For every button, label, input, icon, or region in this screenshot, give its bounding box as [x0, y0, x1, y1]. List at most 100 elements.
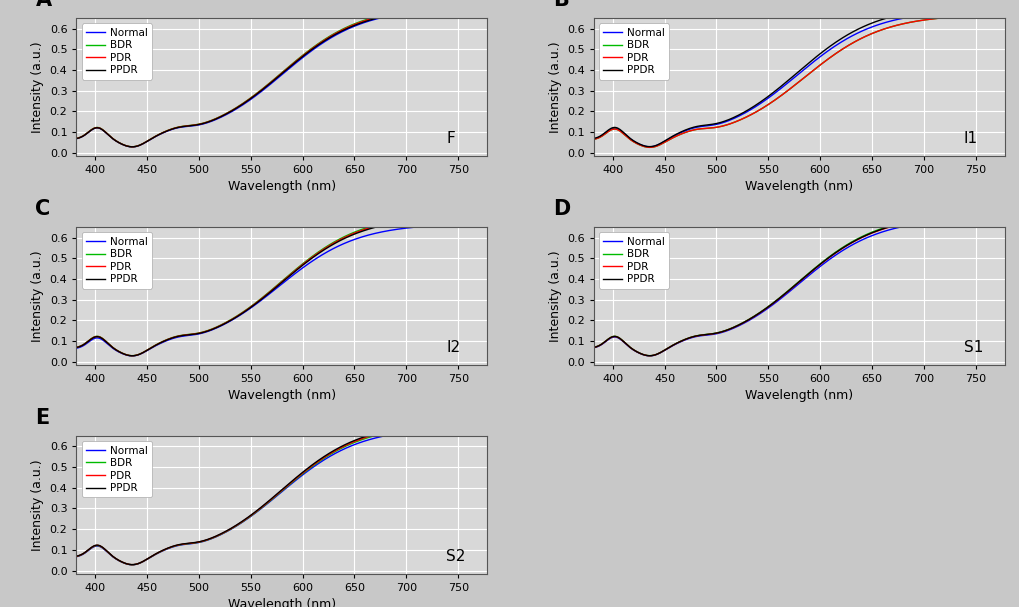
PPDR	[205, 118, 217, 125]
BDR	[635, 350, 647, 358]
PDR	[126, 561, 139, 568]
BDR	[888, 22, 900, 30]
Normal	[371, 15, 383, 22]
Normal	[369, 230, 381, 237]
PDR	[750, 107, 762, 115]
Normal	[68, 135, 81, 143]
PPDR	[585, 135, 597, 143]
BDR	[585, 136, 597, 143]
PPDR	[369, 15, 381, 22]
PPDR	[977, 210, 989, 217]
Normal	[750, 312, 762, 319]
Normal	[68, 345, 81, 352]
PDR	[847, 39, 859, 46]
BDR	[1000, 12, 1012, 19]
BDR	[585, 344, 597, 351]
Normal	[205, 327, 217, 334]
PDR	[371, 13, 383, 21]
PPDR	[68, 344, 81, 351]
PDR	[585, 136, 597, 143]
BDR	[977, 209, 989, 217]
PDR	[635, 142, 647, 149]
PDR	[886, 223, 898, 230]
PPDR	[886, 222, 898, 229]
Text: B: B	[552, 0, 569, 10]
BDR	[1000, 211, 1012, 218]
Normal	[126, 561, 139, 568]
PPDR	[369, 430, 381, 437]
PPDR	[847, 28, 859, 35]
PDR	[585, 344, 597, 351]
PPDR	[585, 344, 597, 351]
PDR	[460, 419, 472, 426]
BDR	[126, 143, 139, 151]
BDR	[330, 237, 342, 245]
BDR	[886, 23, 898, 30]
Normal	[460, 422, 472, 430]
PDR	[126, 352, 139, 359]
Line: PDR: PDR	[74, 5, 489, 147]
BDR	[888, 221, 900, 228]
PDR	[977, 210, 989, 217]
Text: S1: S1	[963, 340, 982, 355]
BDR	[205, 117, 217, 124]
PDR	[68, 553, 81, 560]
Text: I2: I2	[445, 340, 460, 355]
PDR	[750, 311, 762, 318]
BDR	[635, 142, 647, 149]
BDR	[68, 344, 81, 351]
PDR	[888, 222, 900, 229]
Line: Normal: Normal	[74, 426, 489, 565]
BDR	[750, 107, 762, 115]
BDR	[371, 432, 383, 439]
PPDR	[205, 327, 217, 334]
PDR	[330, 446, 342, 453]
Line: PPDR: PPDR	[74, 7, 489, 147]
Normal	[886, 225, 898, 232]
Line: BDR: BDR	[74, 213, 489, 356]
PDR	[126, 143, 139, 151]
BDR	[460, 209, 472, 217]
PPDR	[330, 239, 342, 246]
Normal	[977, 5, 989, 13]
Normal	[1000, 215, 1012, 222]
BDR	[118, 560, 130, 567]
Normal	[635, 351, 647, 358]
Y-axis label: Intensity (a.u.): Intensity (a.u.)	[548, 41, 561, 133]
BDR	[233, 311, 246, 318]
PPDR	[643, 352, 655, 359]
Line: BDR: BDR	[591, 213, 1006, 356]
Line: PPDR: PPDR	[591, 214, 1006, 356]
BDR	[205, 326, 217, 333]
BDR	[233, 102, 246, 109]
PPDR	[205, 535, 217, 542]
PPDR	[233, 311, 246, 319]
Normal	[233, 103, 246, 110]
PPDR	[886, 13, 898, 20]
PDR	[330, 238, 342, 245]
Text: D: D	[552, 199, 570, 219]
Line: PPDR: PPDR	[74, 421, 489, 565]
Normal	[847, 240, 859, 248]
Normal	[483, 424, 495, 432]
PDR	[371, 430, 383, 438]
PDR	[205, 326, 217, 333]
PPDR	[126, 561, 139, 568]
BDR	[126, 352, 139, 359]
PDR	[369, 223, 381, 230]
PPDR	[118, 350, 130, 358]
BDR	[483, 2, 495, 10]
PDR	[483, 212, 495, 219]
PPDR	[460, 3, 472, 10]
Line: PPDR: PPDR	[591, 5, 1006, 147]
PPDR	[233, 103, 246, 110]
PDR	[643, 144, 655, 151]
Normal	[126, 352, 139, 359]
PPDR	[330, 30, 342, 38]
BDR	[330, 447, 342, 455]
Normal	[371, 229, 383, 237]
BDR	[369, 222, 381, 229]
Text: A: A	[36, 0, 52, 10]
Line: BDR: BDR	[591, 13, 1006, 148]
PDR	[233, 520, 246, 527]
